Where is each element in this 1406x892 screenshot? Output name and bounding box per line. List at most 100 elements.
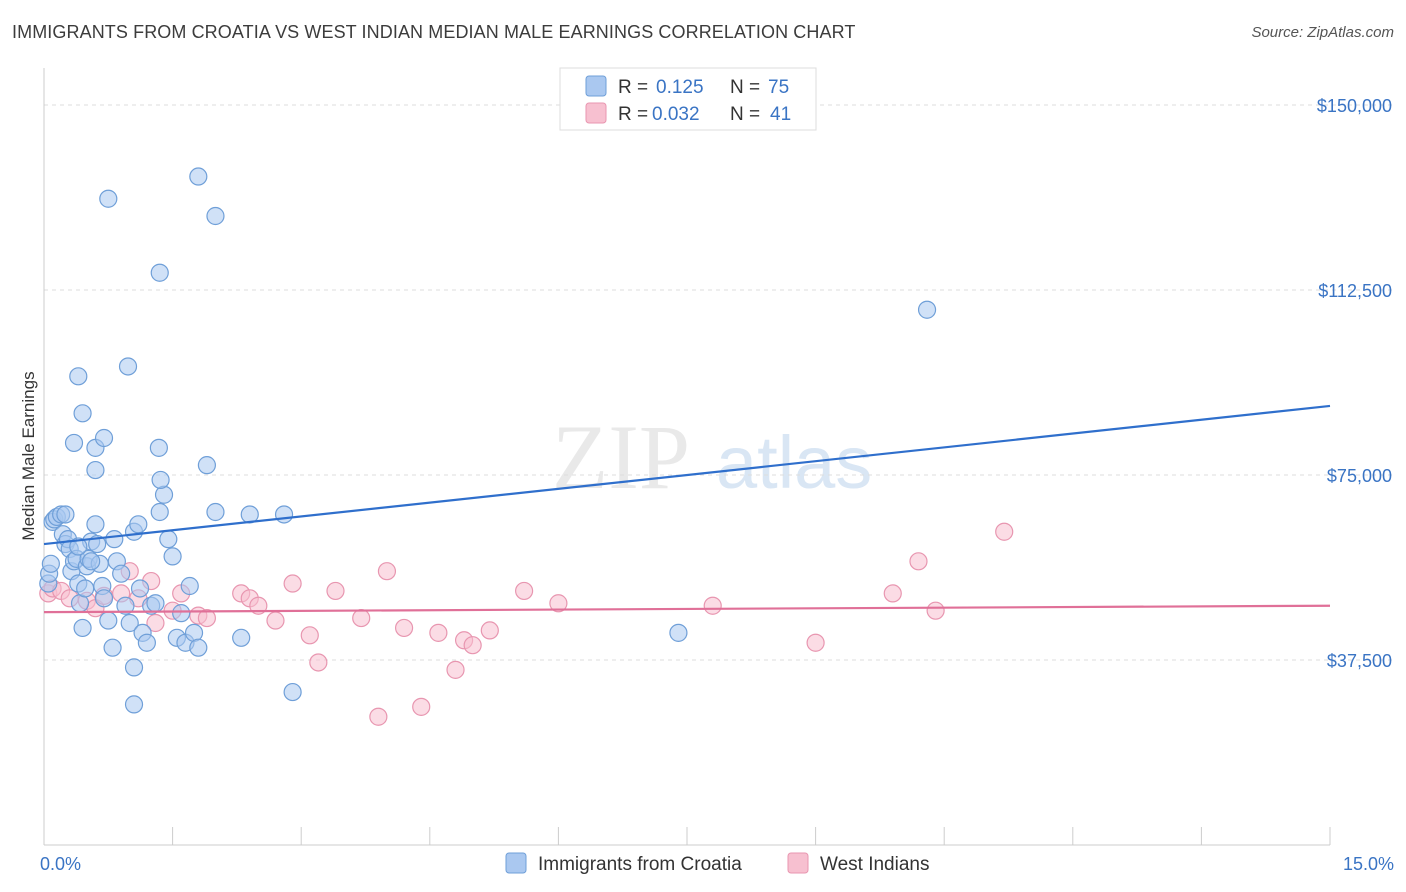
croatia-point bbox=[154, 485, 174, 504]
west-indians-point bbox=[377, 562, 397, 581]
x-tick-marks bbox=[172, 827, 1331, 845]
west-indians-point bbox=[480, 621, 499, 640]
croatia-points bbox=[39, 167, 937, 714]
legend-r-label-croatia: R = bbox=[618, 77, 648, 98]
series-legend-swatch-croatia bbox=[505, 852, 527, 874]
croatia-point bbox=[73, 404, 92, 423]
croatia-point bbox=[103, 638, 122, 657]
croatia-point bbox=[669, 623, 688, 642]
croatia-point bbox=[172, 604, 191, 623]
west-indians-point bbox=[806, 633, 825, 652]
legend-r-value-west-indians: 0.032 bbox=[652, 104, 700, 125]
croatia-point bbox=[99, 611, 118, 630]
croatia-point bbox=[64, 433, 84, 453]
croatia-point bbox=[124, 658, 144, 677]
west-indians-point bbox=[352, 608, 371, 628]
croatia-point bbox=[159, 530, 178, 549]
croatia-point bbox=[146, 594, 165, 613]
croatia-point bbox=[82, 552, 101, 571]
west-indians-point bbox=[309, 653, 328, 672]
x-tick-label-max: 15.0% bbox=[1343, 854, 1394, 874]
legend-swatch-croatia bbox=[585, 75, 607, 97]
croatia-point bbox=[149, 438, 168, 457]
stats-legend: R = 0.125 N = 75 R = 0.032 N = 41 bbox=[559, 67, 817, 131]
west-indians-point bbox=[429, 623, 448, 642]
west-indians-point bbox=[446, 660, 465, 679]
croatia-point bbox=[163, 547, 182, 566]
y-tick-label: $37,500 bbox=[1327, 651, 1392, 671]
y-tick-label: $150,000 bbox=[1317, 96, 1392, 116]
west-indians-point bbox=[266, 611, 285, 630]
croatia-point bbox=[129, 515, 148, 534]
croatia-point bbox=[76, 579, 95, 598]
croatia-point bbox=[274, 505, 294, 524]
croatia-point bbox=[232, 628, 251, 647]
west-indians-point bbox=[283, 574, 302, 593]
west-indians-point bbox=[463, 636, 482, 655]
croatia-point bbox=[86, 515, 105, 534]
legend-n-label-west-indians: N = bbox=[730, 104, 760, 125]
croatia-point bbox=[197, 456, 216, 475]
west-indians-point bbox=[909, 552, 928, 571]
croatia-point bbox=[206, 502, 225, 522]
west-indians-point bbox=[883, 584, 902, 603]
croatia-point bbox=[94, 428, 114, 448]
y-tick-labels: $37,500 $75,000 $112,500 $150,000 bbox=[1317, 96, 1392, 671]
x-tick-label-min: 0.0% bbox=[40, 854, 81, 874]
croatia-point bbox=[150, 502, 169, 522]
croatia-point bbox=[151, 470, 170, 490]
series-legend-swatch-west-indians bbox=[787, 852, 809, 874]
y-axis-label: Median Male Earnings bbox=[19, 371, 38, 540]
croatia-point bbox=[105, 530, 124, 549]
chart-title: IMMIGRANTS FROM CROATIA VS WEST INDIAN M… bbox=[12, 22, 856, 42]
croatia-point bbox=[137, 633, 156, 652]
croatia-point bbox=[56, 505, 75, 524]
croatia-point bbox=[116, 596, 135, 615]
croatia-point bbox=[180, 576, 199, 596]
croatia-point bbox=[917, 300, 937, 319]
croatia-point bbox=[86, 460, 105, 480]
series-legend: Immigrants from Croatia West Indians bbox=[505, 852, 929, 875]
west-indians-point bbox=[549, 594, 568, 613]
y-tick-label: $112,500 bbox=[1318, 281, 1392, 301]
legend-n-value-west-indians: 41 bbox=[770, 104, 791, 125]
croatia-point bbox=[124, 695, 144, 714]
croatia-point bbox=[130, 579, 150, 598]
west-indians-point bbox=[703, 596, 722, 615]
legend-n-label-croatia: N = bbox=[730, 77, 760, 98]
west-indians-point bbox=[394, 618, 414, 638]
y-tick-label: $75,000 bbox=[1327, 466, 1392, 486]
west-indians-point bbox=[369, 707, 388, 726]
croatia-point bbox=[283, 682, 302, 702]
croatia-trend-line bbox=[43, 404, 1331, 546]
west-indians-trend-line bbox=[43, 604, 1331, 614]
gridlines bbox=[44, 104, 1394, 661]
watermark-zip: ZIP bbox=[552, 406, 690, 508]
west-indians-point bbox=[412, 697, 431, 716]
croatia-point bbox=[206, 206, 225, 226]
source-credit: Source: ZipAtlas.com bbox=[1251, 24, 1394, 41]
croatia-point bbox=[189, 638, 208, 657]
croatia-point bbox=[189, 167, 208, 186]
west-indians-points bbox=[39, 522, 1014, 726]
series-legend-label-west-indians: West Indians bbox=[820, 854, 929, 875]
west-indians-point bbox=[146, 613, 165, 633]
watermark: ZIP atlas bbox=[552, 406, 872, 508]
croatia-point bbox=[69, 367, 88, 386]
west-indians-point bbox=[995, 522, 1014, 541]
legend-swatch-west-indians bbox=[585, 102, 607, 124]
croatia-point bbox=[69, 537, 88, 556]
legend-r-value-croatia: 0.125 bbox=[656, 77, 704, 98]
croatia-point bbox=[94, 589, 114, 608]
trend-lines bbox=[43, 404, 1331, 614]
west-indians-point bbox=[300, 626, 319, 645]
legend-n-value-croatia: 75 bbox=[768, 77, 789, 98]
west-indians-point bbox=[326, 581, 345, 601]
legend-r-label-west-indians: R = bbox=[618, 104, 648, 125]
croatia-point bbox=[150, 263, 169, 282]
croatia-point bbox=[112, 564, 131, 583]
west-indians-point bbox=[197, 608, 216, 628]
west-indians-point bbox=[926, 601, 945, 620]
series-legend-label-croatia: Immigrants from Croatia bbox=[538, 854, 742, 875]
